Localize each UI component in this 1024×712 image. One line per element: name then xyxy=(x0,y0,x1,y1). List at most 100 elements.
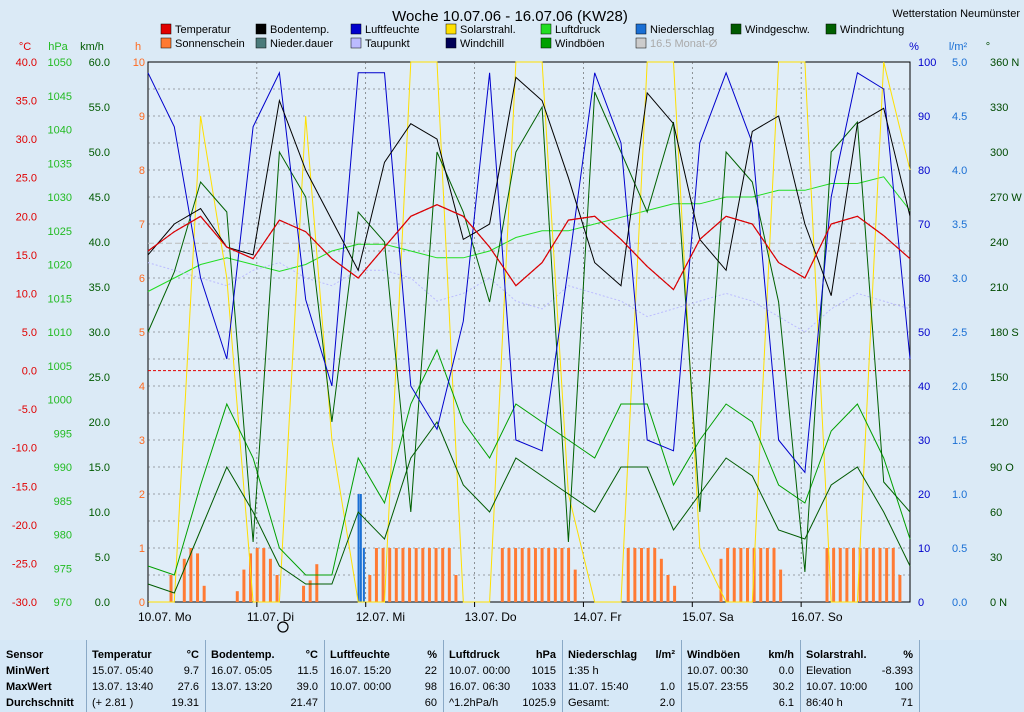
legend-swatch-luftfeuchte xyxy=(350,23,362,35)
humidity-axis-tick: 20 xyxy=(918,489,930,501)
sunshine-bar xyxy=(189,548,193,602)
stats-cell-label: 16.07. 15:20 xyxy=(330,665,392,677)
legend-swatch-bodentemp xyxy=(255,23,267,35)
stats-column-unit: °C xyxy=(186,649,199,661)
pressure-axis-tick: 1035 xyxy=(48,158,72,170)
sunshine-bar xyxy=(659,558,663,602)
rain-axis-tick: 3.5 xyxy=(952,219,967,231)
direction-axis-tick: 360 N xyxy=(990,57,1019,69)
stats-column-4: Niederschlag l/m² 1:35 h 11.07. 15:40 1.0 Ges… xyxy=(562,640,682,712)
direction-axis-tick: 30 xyxy=(990,552,1002,564)
direction-axis-tick: 90 O xyxy=(990,462,1014,474)
temp-axis-tick: -25.0 xyxy=(12,558,37,570)
series-line-luftfeuchte xyxy=(147,71,911,474)
sunshine-bar xyxy=(633,548,637,602)
legend-label-windrichtung: Windrichtung xyxy=(840,24,904,36)
sunshine-bar xyxy=(182,558,186,602)
hours-axis-tick: 10 xyxy=(133,57,145,69)
statistics-table: Sensor MinWert MaxWert Durchschnitt Temp… xyxy=(0,640,1024,712)
x-label: 16.07. So xyxy=(791,610,843,624)
series-line-luftdruck xyxy=(147,176,911,292)
sunshine-bar xyxy=(871,548,875,602)
chart-bars xyxy=(169,494,902,602)
legend-label-luftfeuchte: Luftfeuchte xyxy=(365,24,419,36)
sunshine-bar xyxy=(746,548,749,602)
temp-axis-tick: 35.0 xyxy=(16,96,37,108)
legend-label-niederdauer: Nieder.dauer xyxy=(270,38,333,50)
legend-label-luftdruck: Luftdruck xyxy=(555,24,601,36)
legend-swatch-sonnenschein xyxy=(160,37,172,49)
hours-axis-tick: 0 xyxy=(139,597,145,609)
sunshine-bar xyxy=(639,548,643,602)
stats-max-label: MaxWert xyxy=(6,681,52,693)
sunshine-bar xyxy=(196,553,200,602)
humidity-axis-tick: 100 xyxy=(918,57,936,69)
stats-column-title: Bodentemp. xyxy=(211,649,275,661)
wind-axis-tick: 15.0 xyxy=(89,462,110,474)
hours-axis-tick: 1 xyxy=(139,543,145,555)
wind-axis-tick: 35.0 xyxy=(89,282,110,294)
sunshine-bar xyxy=(235,591,239,602)
sunshine-bar xyxy=(540,548,544,602)
sunshine-bar xyxy=(242,569,246,602)
rain-axis-tick: 5.0 xyxy=(952,57,967,69)
stats-column-unit: km/h xyxy=(768,649,794,661)
hours-axis-tick: 7 xyxy=(139,219,145,231)
wind-axis-tick: 20.0 xyxy=(89,417,110,429)
stats-cell-value: 9.7 xyxy=(183,665,199,677)
stats-cell-label: 15.07. 23:55 xyxy=(687,681,749,693)
stats-column-title: Windböen xyxy=(687,649,741,661)
chart-legend: Temperatur Bodentemp. Luftfeuchte Solarstra… xyxy=(160,23,904,50)
legend-label-windgeschw: Windgeschw. xyxy=(745,24,810,36)
humidity-axis-tick: 10 xyxy=(918,543,930,555)
sunshine-bar xyxy=(858,548,862,602)
sunshine-bar xyxy=(202,585,206,602)
sunshine-bar xyxy=(533,548,537,602)
pressure-axis-tick: 1005 xyxy=(48,361,72,373)
wind-axis-tick: 60.0 xyxy=(89,57,110,69)
stats-cell-label: 1:35 h xyxy=(568,665,599,677)
legend-label-monat: 16.5 Monat-Ø xyxy=(650,38,718,50)
sunshine-bar xyxy=(898,575,902,602)
temp-axis-tick: 30.0 xyxy=(16,134,37,146)
wind-axis-unit: km/h xyxy=(80,41,104,53)
sunshine-bar xyxy=(255,548,259,602)
stats-cell-value: -8.393 xyxy=(881,665,913,677)
stats-cell-label: Gesamt: xyxy=(568,697,610,709)
temp-axis-tick: 0.0 xyxy=(22,366,37,378)
legend-swatch-windchill xyxy=(445,37,457,49)
sunshine-bar xyxy=(381,548,385,602)
pressure-axis-tick: 975 xyxy=(54,563,72,575)
cursor-marker[interactable] xyxy=(277,621,289,633)
series-line-temperatur xyxy=(147,204,911,291)
direction-axis-tick: 210 xyxy=(990,282,1008,294)
stats-column-title: Luftfeuchte xyxy=(330,649,390,661)
series-line-bodentemp xyxy=(147,76,911,296)
humidity-axis-tick: 0 xyxy=(918,597,924,609)
stats-cell-value: 1.0 xyxy=(659,681,675,693)
legend-swatch-solarstrahl xyxy=(445,23,457,35)
pressure-axis-tick: 1045 xyxy=(48,91,72,103)
sunshine-bar xyxy=(878,548,882,602)
wind-axis-tick: 45.0 xyxy=(89,192,110,204)
rain-bar xyxy=(357,494,360,602)
legend-swatch-luftdruck xyxy=(540,23,552,35)
sunshine-bar xyxy=(553,548,557,602)
sunshine-bar xyxy=(832,548,836,602)
stats-column-1: Bodentemp. °C 16.07. 05:05 11.5 13.07. 13:20… xyxy=(205,640,325,712)
humidity-axis-tick: 80 xyxy=(918,165,930,177)
sunshine-bar xyxy=(514,548,518,602)
direction-axis-tick: 120 xyxy=(990,417,1008,429)
humidity-axis-tick: 50 xyxy=(918,327,930,339)
sunshine-bar xyxy=(500,548,504,602)
stats-cell-label: 16.07. 06:30 xyxy=(449,681,511,693)
sunshine-bar xyxy=(268,558,272,602)
sunshine-bar xyxy=(653,548,657,602)
sunshine-bar xyxy=(447,548,451,602)
chart-title: Woche 10.07.06 - 16.07.06 (KW28) xyxy=(392,8,628,25)
stats-cell-value: 39.0 xyxy=(296,681,318,693)
stats-cell-label: ^1.2hPa/h xyxy=(449,697,499,709)
humidity-axis-tick: 70 xyxy=(918,219,930,231)
sunshine-bar xyxy=(765,548,769,602)
sunshine-bar xyxy=(401,548,405,602)
